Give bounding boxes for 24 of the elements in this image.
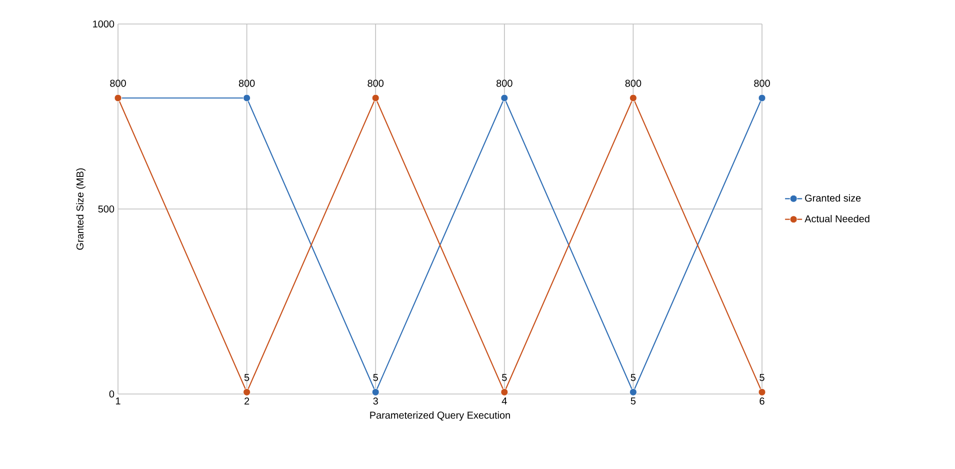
x-tick-label: 6 [760, 398, 764, 405]
data-label: 800 [238, 80, 255, 87]
x-tick-label: 2 [244, 398, 250, 404]
y-tick-label: 0 [109, 390, 114, 398]
data-label: 5 [244, 374, 250, 381]
x-tick-label: 5 [630, 398, 636, 404]
legend-label: Actual Needed [804, 214, 870, 222]
x-tick-label: 3 [373, 398, 378, 405]
y-axis-title: Granted Size (MB) [76, 168, 86, 250]
data-label: 5 [630, 374, 636, 381]
data-label: 5 [760, 374, 764, 381]
x-tick-label: 1 [116, 398, 120, 404]
x-axis-title: Parameterized Query Execution [370, 411, 510, 421]
data-label: 800 [110, 80, 126, 87]
data-label: 800 [754, 80, 770, 87]
data-label: 800 [625, 80, 642, 87]
y-tick-label: 500 [98, 205, 114, 213]
data-label: 800 [496, 80, 512, 87]
data-label: 5 [502, 374, 507, 381]
x-tick-label: 4 [502, 398, 507, 404]
data-label: 800 [368, 80, 384, 87]
data-label: 5 [373, 374, 378, 381]
y-tick-label: 1000 [93, 20, 114, 28]
legend-label: Granted size [805, 194, 861, 202]
